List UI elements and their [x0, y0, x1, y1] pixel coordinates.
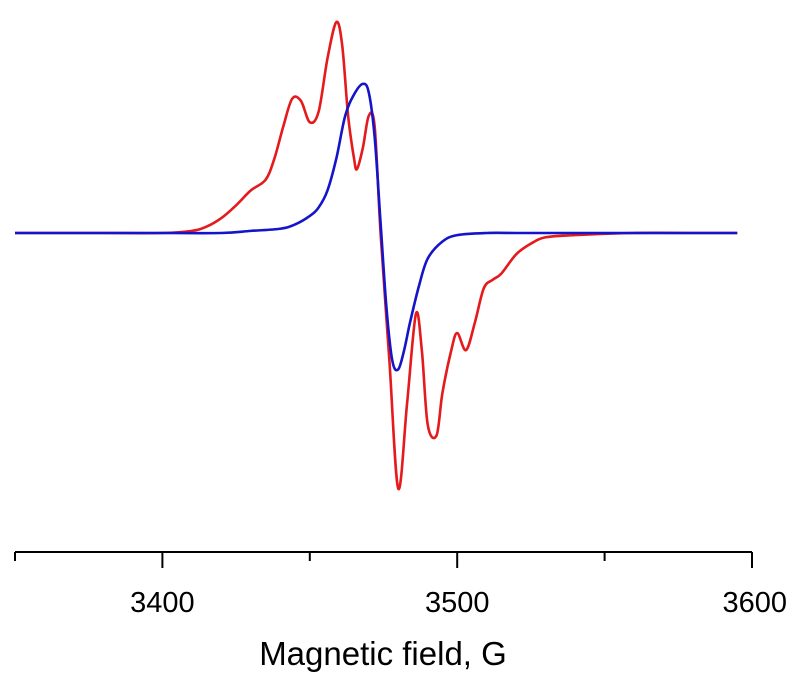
- x-axis: 3400 3500 3600: [14, 551, 787, 619]
- series-line-1: [15, 20, 738, 491]
- x-tick-label: 3600: [722, 587, 787, 619]
- x-tick-label: 3500: [425, 587, 490, 619]
- x-axis-title: Magnetic field, G: [259, 635, 507, 672]
- series-line-2: [15, 82, 738, 372]
- series-layer: [15, 20, 738, 491]
- x-tick-label: 3400: [130, 587, 195, 619]
